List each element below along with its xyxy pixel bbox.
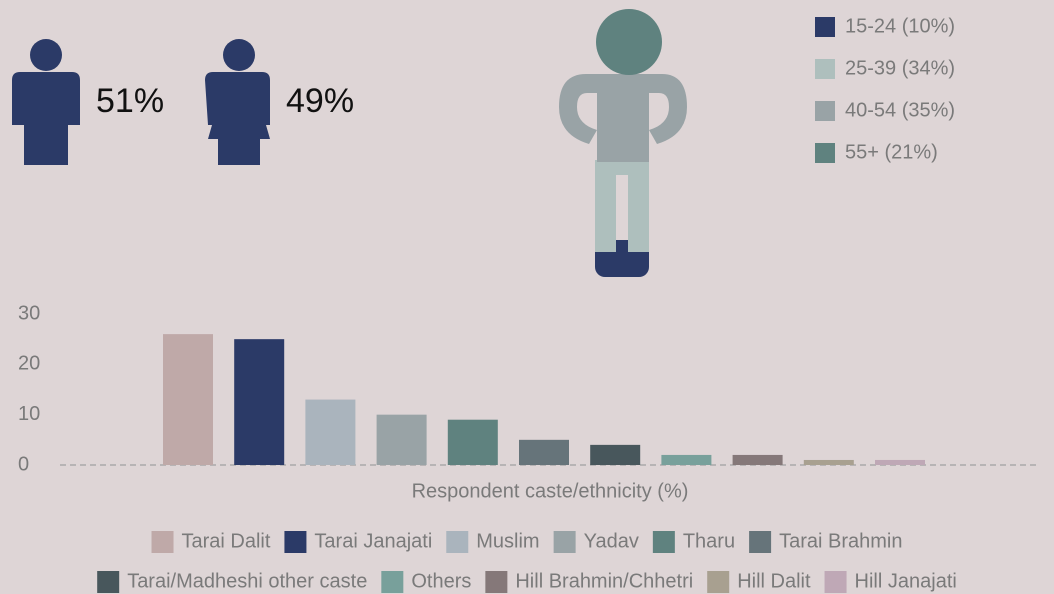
bar (519, 439, 569, 465)
x-axis-label: Respondent caste/ethnicity (%) (412, 480, 689, 502)
bar (234, 339, 285, 465)
y-tick-label: 10 (18, 403, 40, 425)
legend-swatch (381, 571, 404, 593)
person-icon (12, 72, 80, 165)
legend-swatch (824, 571, 847, 593)
legend-swatch (485, 571, 508, 593)
bar (305, 399, 356, 465)
bar (590, 444, 641, 465)
legend-label: 25-39 (34%) (845, 57, 955, 79)
legend-label: Hill Janajati (855, 570, 957, 592)
legend-label: Tarai Janajati (314, 530, 432, 552)
person-head (223, 39, 255, 71)
legend-label: 15-24 (10%) (845, 15, 955, 37)
y-tick-label: 0 (18, 453, 29, 475)
bar (661, 454, 712, 465)
legend-swatch (151, 531, 174, 553)
y-tick-label: 20 (18, 353, 40, 375)
legend-label: Tharu (683, 530, 735, 552)
legend-swatch (652, 531, 675, 553)
percent-label: 51% (96, 82, 164, 120)
legend-swatch (749, 531, 772, 553)
legend-label: Muslim (476, 530, 539, 552)
legend-swatch (284, 531, 307, 553)
legend-swatch (446, 531, 469, 553)
percent-label: 49% (286, 82, 354, 120)
legend-swatch (815, 101, 835, 121)
legend-swatch (97, 571, 120, 593)
legend-label: 55+ (21%) (845, 141, 938, 163)
legend-swatch (815, 59, 835, 79)
legend-label: Others (411, 570, 471, 592)
legend-swatch (553, 531, 576, 553)
age-head (596, 9, 662, 75)
legend-label: 40-54 (35%) (845, 99, 955, 121)
legend-label: Yadav (584, 530, 639, 552)
bar (163, 334, 213, 465)
legend-label: Tarai Dalit (182, 530, 271, 552)
legend-swatch (815, 17, 835, 37)
legend-swatch (707, 571, 730, 593)
legend-label: Tarai Brahmin (779, 530, 902, 552)
y-tick-label: 30 (18, 302, 40, 324)
bar (875, 459, 925, 465)
bar (447, 419, 498, 465)
age-torso (559, 74, 687, 162)
legend-label: Hill Dalit (737, 570, 811, 592)
legend-label: Hill Brahmin/Chhetri (515, 570, 693, 592)
legend-swatch (815, 143, 835, 163)
bar (732, 454, 783, 465)
bar (803, 459, 854, 465)
person-head (30, 39, 62, 71)
age-legs (595, 160, 649, 252)
person-icon (205, 72, 270, 165)
bar (376, 414, 427, 465)
legend-label: Tarai/Madheshi other caste (127, 570, 367, 592)
